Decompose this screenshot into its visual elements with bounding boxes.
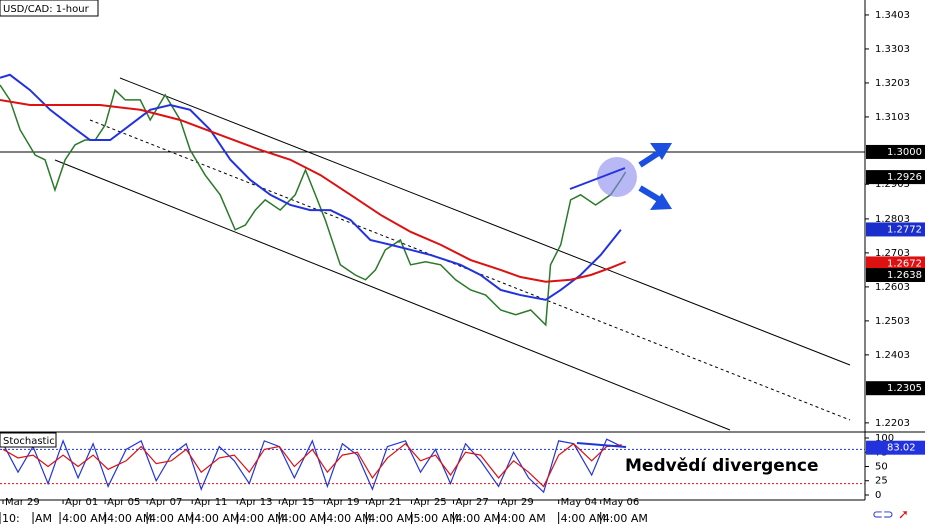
indicator-title: Stochastic [3,436,55,447]
icon[interactable]: ➚ [898,508,909,523]
x-tick-label: May 06 [603,497,640,508]
annotation: Medvědí divergence [625,456,819,476]
price-badge [866,256,925,271]
arrow-down-head [650,193,672,210]
price-badge-label: 1.3000 [887,147,922,158]
stochastic-line [2,442,622,488]
y-tick-label: 0 [875,490,881,501]
y-tick-label: 50 [875,462,888,473]
stochastic-line [2,438,622,494]
x-tick-label: Apr 19 [326,497,359,508]
divergence-line [576,442,627,448]
chart-title: USD/CAD: 1-hour [3,4,90,15]
arrow-up [638,149,662,168]
y-tick-label: 1.2803 [875,214,910,225]
price-badge-label: 1.2672 [887,258,922,269]
x-tick-label: Mar 29 [5,497,40,508]
x-tick-label: 4:00 AM [281,512,326,525]
arrow-up-head [650,143,672,160]
title-box [0,0,99,17]
x-tick-label: Apr 21 [368,497,401,508]
price-badge-label: 1.2638 [887,270,922,281]
x-tick-label: Apr 27 [456,497,489,508]
x-tick-label: 4:00 AM [501,512,546,525]
channel-line [54,159,731,431]
price-badge [866,267,925,282]
highlight-circle [597,157,637,197]
x-tick-label: Apr 15 [281,497,314,508]
x-tick-label: Apr 29 [501,497,534,508]
x-tick-label: AM [35,512,52,525]
y-tick-label: 25 [875,476,888,487]
x-tick-label: 4:00 AM [194,512,239,525]
indicator-badge-label: 83.02 [887,443,916,454]
channel-line [119,77,851,366]
moving-average [0,98,627,283]
price-badge-label: 1.2926 [887,172,922,183]
price-badge [866,381,925,396]
y-tick-label: 1.3303 [875,44,910,55]
x-tick-label: Apr 25 [413,497,446,508]
x-tick-label: 4:00 AM [456,512,501,525]
x-tick-label: 4:00 AM [368,512,413,525]
divergence-line [569,167,626,190]
y-tick-label: 1.3103 [875,112,910,123]
x-tick-label: 4:00 AM [239,512,284,525]
arrow-down [638,185,662,203]
x-tick-label: 4:00 AM [107,512,152,525]
y-tick-label: 1.2905 [875,179,910,190]
y-tick-label: 1.3203 [875,78,910,89]
y-tick-label: 1.2603 [875,282,910,293]
x-tick-label: 4:00 AM [326,512,371,525]
x-tick-label: 4:00 AM [603,512,648,525]
y-tick-label: 100 [875,433,894,444]
y-tick-label: 1.2703 [875,248,910,259]
x-tick-label: Apr 01 [65,497,98,508]
x-tick-label: Apr 11 [194,497,227,508]
moving-average [0,73,622,301]
price-badge [866,222,925,237]
x-tick-label: 4:00 AM [62,512,107,525]
y-tick-label: 1.2203 [875,418,910,429]
x-tick-label: Apr 05 [107,497,140,508]
price-badge-label: 1.2772 [887,224,922,235]
x-tick-label: Apr 13 [239,497,272,508]
x-tick-label: Apr 07 [149,497,182,508]
price-badge-label: 1.2305 [887,383,922,394]
indicator-title-box [0,432,57,448]
icon[interactable]: ⊂⊃ [872,508,894,523]
y-tick-label: 1.2403 [875,350,910,361]
x-tick-label: May 04 [561,497,598,508]
y-tick-label: 1.3403 [875,10,910,21]
y-tick-label: 1.2503 [875,316,910,327]
plot: 1.34031.33031.32031.31031.29051.28031.27… [0,10,925,525]
x-tick-label: 10: [2,512,20,525]
x-tick-label: 5:00 AM [413,512,458,525]
x-tick-label: 4:00 AM [561,512,606,525]
price-badge [866,170,925,185]
price-badge [866,144,925,159]
indicator-badge [866,440,925,455]
x-tick-label: 4:00 AM [149,512,194,525]
